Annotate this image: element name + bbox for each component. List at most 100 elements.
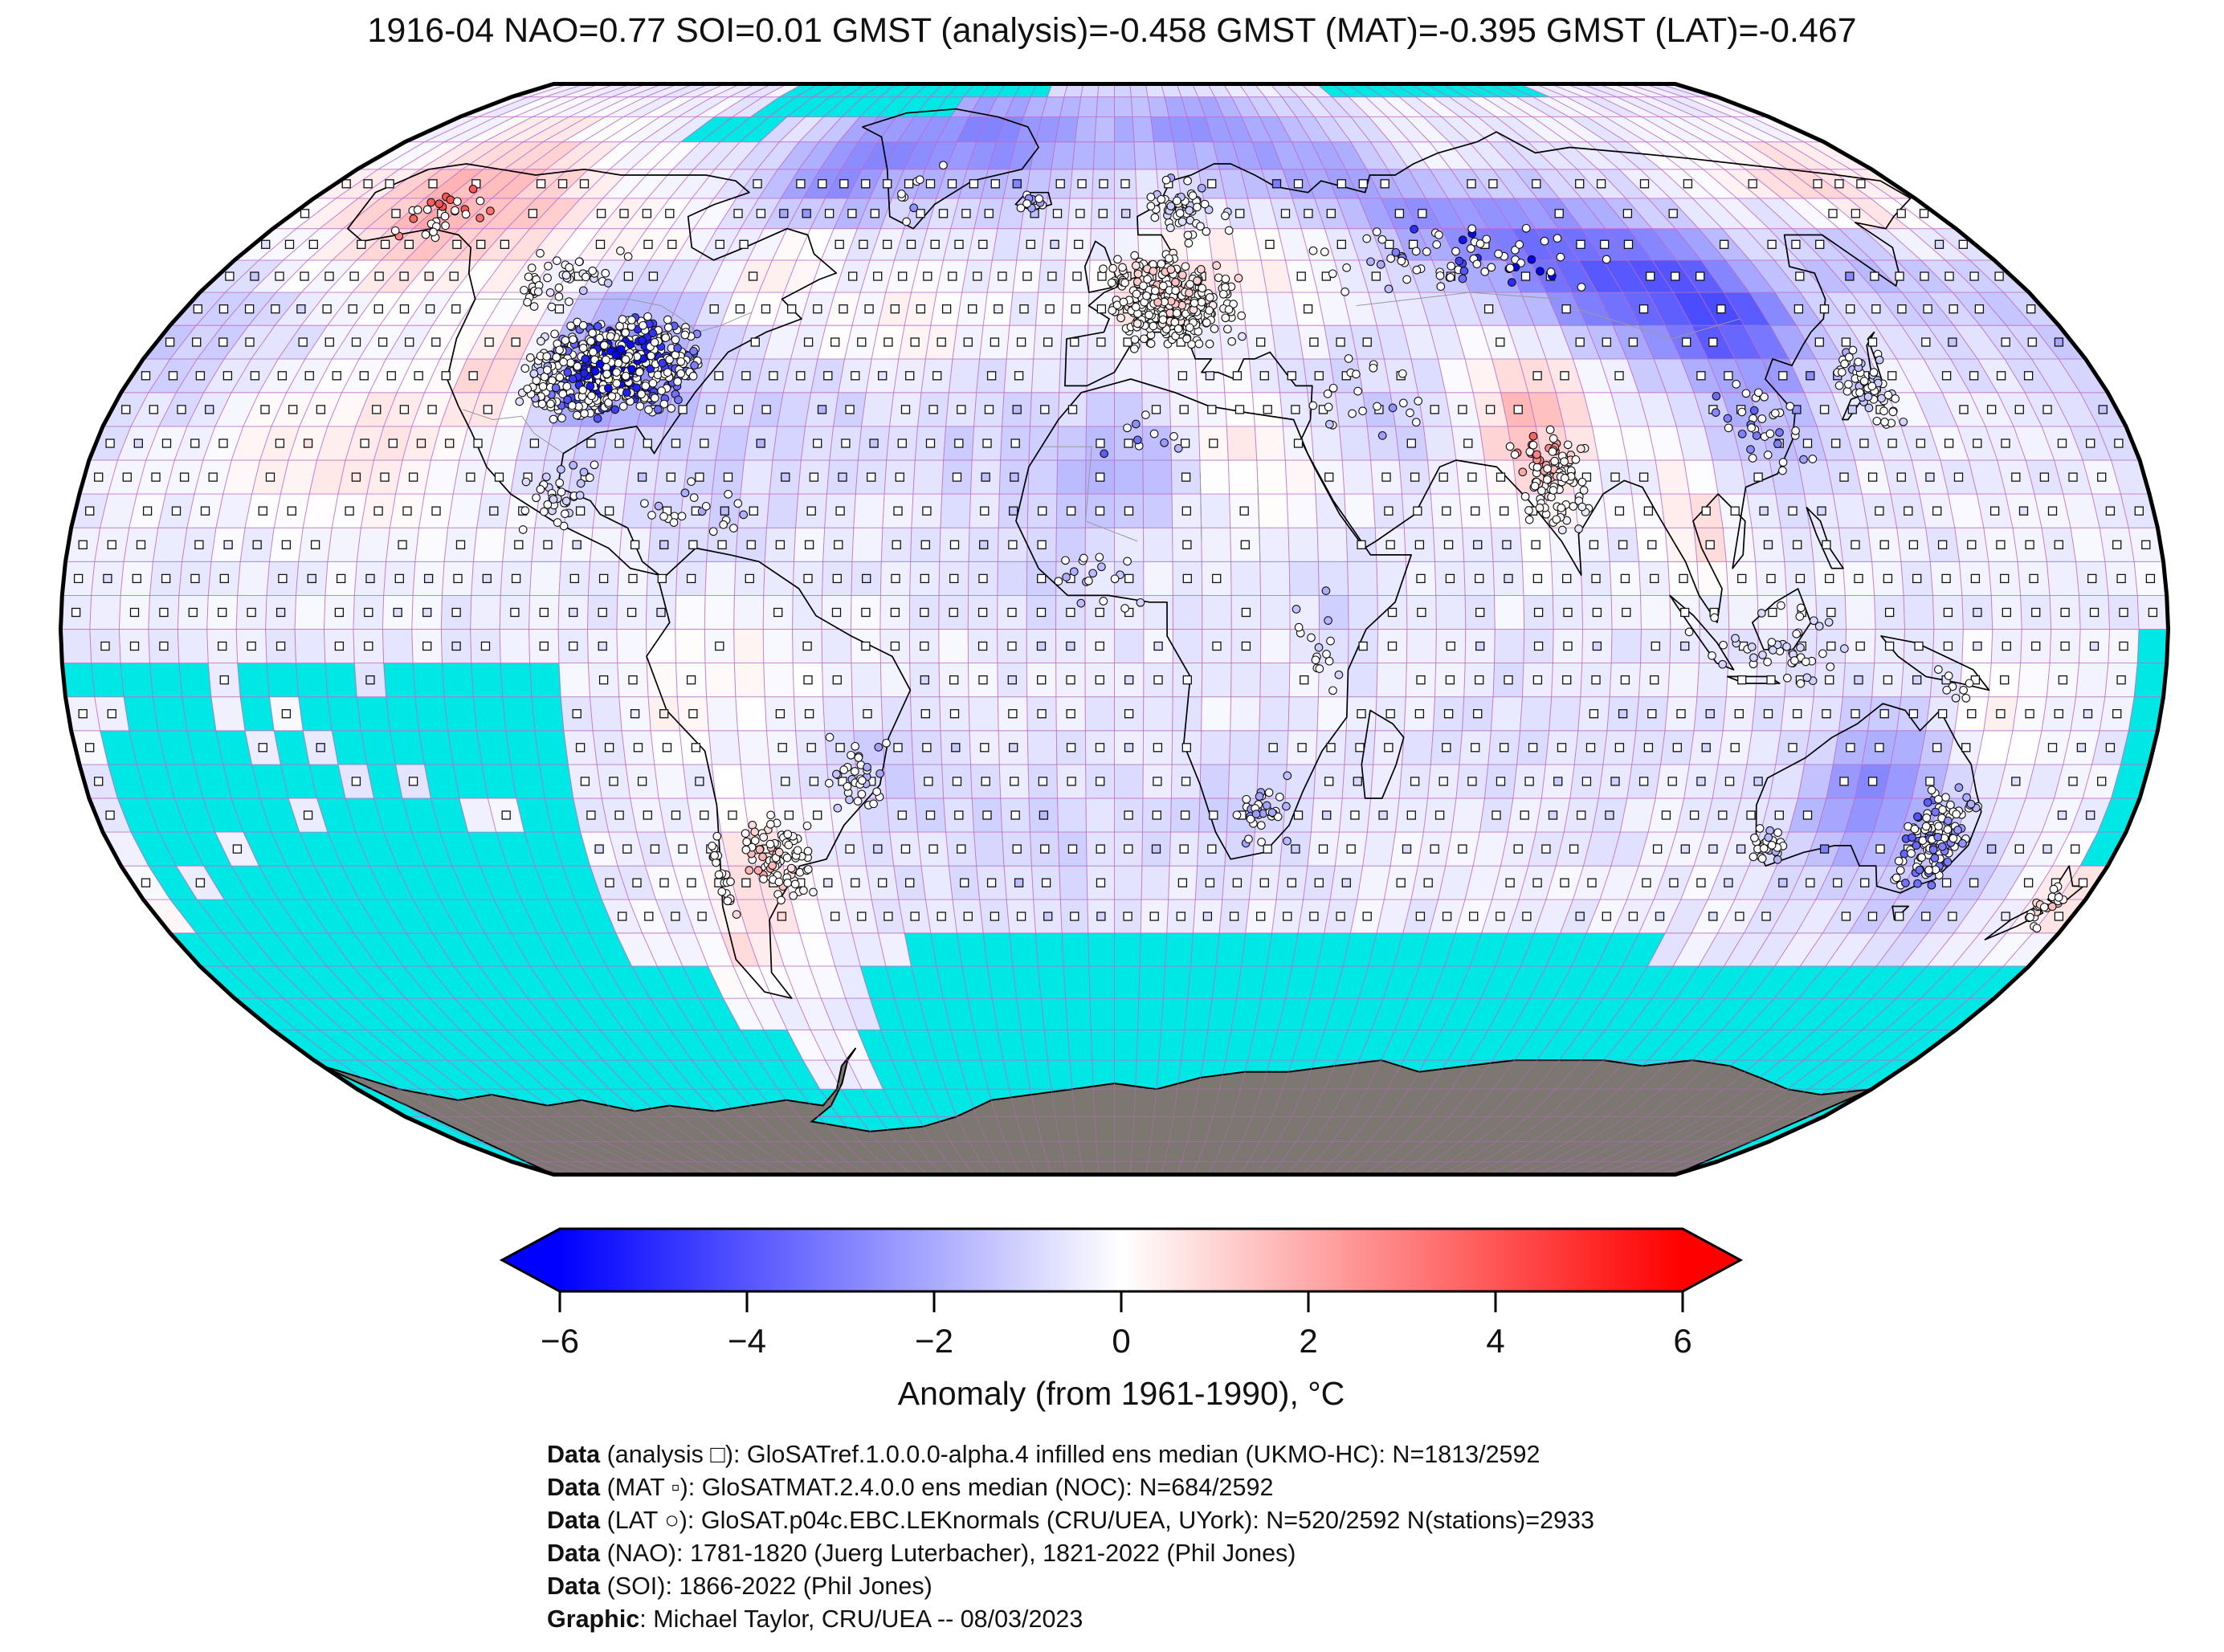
analysis-marker bbox=[179, 472, 190, 482]
grid-cell bbox=[1201, 696, 1232, 732]
analysis-marker bbox=[2031, 641, 2041, 651]
station-circle bbox=[676, 357, 686, 366]
analysis-marker bbox=[431, 506, 441, 516]
analysis-marker bbox=[100, 641, 110, 651]
analysis-marker bbox=[925, 810, 936, 820]
analysis-marker bbox=[1696, 878, 1706, 887]
analysis-marker bbox=[374, 271, 384, 281]
analysis-marker bbox=[1921, 912, 1931, 921]
analysis-marker bbox=[1643, 743, 1654, 753]
analysis-marker bbox=[893, 506, 903, 516]
station-circle bbox=[688, 372, 698, 381]
mat-marker bbox=[1050, 239, 1059, 249]
analysis-marker bbox=[667, 239, 677, 249]
analysis-marker bbox=[1969, 371, 1979, 381]
analysis-marker bbox=[1996, 371, 2006, 381]
analysis-marker bbox=[2058, 675, 2068, 685]
station-circle bbox=[640, 499, 649, 508]
analysis-marker bbox=[1795, 271, 1805, 281]
analysis-marker bbox=[739, 239, 749, 249]
mat-marker bbox=[424, 271, 434, 281]
station-circle bbox=[1165, 223, 1175, 233]
analysis-marker bbox=[1679, 573, 1688, 584]
analysis-marker bbox=[775, 540, 786, 549]
mat-marker bbox=[1548, 810, 1558, 820]
analysis-marker bbox=[982, 810, 992, 820]
analysis-marker bbox=[1541, 844, 1551, 854]
analysis-marker bbox=[1179, 405, 1189, 414]
grid-cell bbox=[1074, 116, 1097, 143]
mat-marker bbox=[451, 641, 461, 651]
grid-cell bbox=[1090, 1029, 1115, 1061]
grid-cell bbox=[1287, 696, 1319, 732]
analysis-marker bbox=[1746, 810, 1756, 820]
station-circle bbox=[618, 402, 628, 411]
analysis-marker bbox=[1232, 371, 1243, 381]
analysis-marker bbox=[839, 179, 849, 189]
grid-cell bbox=[654, 764, 688, 799]
analysis-marker bbox=[687, 878, 696, 887]
grid-cell bbox=[1201, 663, 1232, 698]
analysis-marker bbox=[1096, 878, 1106, 887]
mat-marker bbox=[1066, 641, 1075, 651]
analysis-marker bbox=[345, 506, 354, 516]
analysis-marker bbox=[1304, 209, 1313, 218]
station-circle bbox=[674, 395, 683, 405]
grid-cell bbox=[1059, 358, 1088, 394]
station-circle bbox=[580, 409, 589, 418]
analysis-marker bbox=[1357, 709, 1366, 719]
analysis-marker bbox=[686, 675, 696, 685]
analysis-marker bbox=[1010, 810, 1020, 820]
grid-cell bbox=[1903, 594, 1935, 630]
station-circle bbox=[1447, 261, 1456, 271]
grid-cell bbox=[948, 358, 981, 394]
mat-marker bbox=[2011, 777, 2021, 786]
analysis-marker bbox=[363, 179, 373, 189]
station-circle bbox=[1434, 230, 1443, 239]
analysis-marker bbox=[949, 607, 958, 618]
mat-marker bbox=[250, 271, 259, 281]
analysis-marker bbox=[1414, 540, 1425, 549]
grid-cell bbox=[675, 594, 706, 630]
grid-cell bbox=[1610, 629, 1642, 664]
station-circle bbox=[644, 405, 653, 414]
mat-marker bbox=[489, 506, 499, 516]
station-circle bbox=[563, 395, 572, 405]
analysis-marker bbox=[1943, 607, 1953, 618]
analysis-marker bbox=[969, 179, 979, 189]
station-circle bbox=[1202, 318, 1211, 328]
analysis-marker bbox=[1124, 438, 1133, 448]
analysis-marker bbox=[920, 540, 930, 549]
station-circle bbox=[658, 358, 667, 368]
analysis-marker bbox=[364, 641, 373, 651]
analysis-marker bbox=[1232, 878, 1243, 887]
analysis-marker bbox=[121, 405, 131, 414]
mat-marker bbox=[316, 743, 325, 753]
analysis-marker bbox=[973, 271, 982, 281]
analysis-marker bbox=[225, 271, 235, 281]
station-circle bbox=[1411, 247, 1421, 256]
analysis-marker bbox=[1124, 810, 1133, 820]
analysis-marker bbox=[1989, 506, 2000, 516]
analysis-marker bbox=[1724, 371, 1733, 381]
analysis-marker bbox=[1650, 573, 1659, 584]
analysis-marker bbox=[105, 438, 115, 448]
mat-marker bbox=[968, 304, 977, 314]
station-circle bbox=[1521, 223, 1531, 233]
analysis-marker bbox=[1854, 573, 1863, 584]
analysis-marker bbox=[949, 540, 960, 549]
analysis-marker bbox=[1923, 304, 1932, 314]
analysis-marker bbox=[1010, 438, 1020, 448]
analysis-marker bbox=[891, 573, 900, 584]
analysis-marker bbox=[1283, 912, 1292, 921]
analysis-marker bbox=[605, 878, 614, 887]
grid-cell bbox=[1137, 997, 1164, 1030]
analysis-marker bbox=[1041, 878, 1051, 887]
analysis-marker bbox=[980, 506, 990, 516]
analysis-marker bbox=[1385, 540, 1395, 549]
station-circle bbox=[575, 491, 585, 500]
grid-cell bbox=[1143, 527, 1173, 562]
station-circle bbox=[1218, 289, 1228, 299]
analysis-marker bbox=[614, 810, 624, 820]
station-circle bbox=[1451, 247, 1460, 256]
